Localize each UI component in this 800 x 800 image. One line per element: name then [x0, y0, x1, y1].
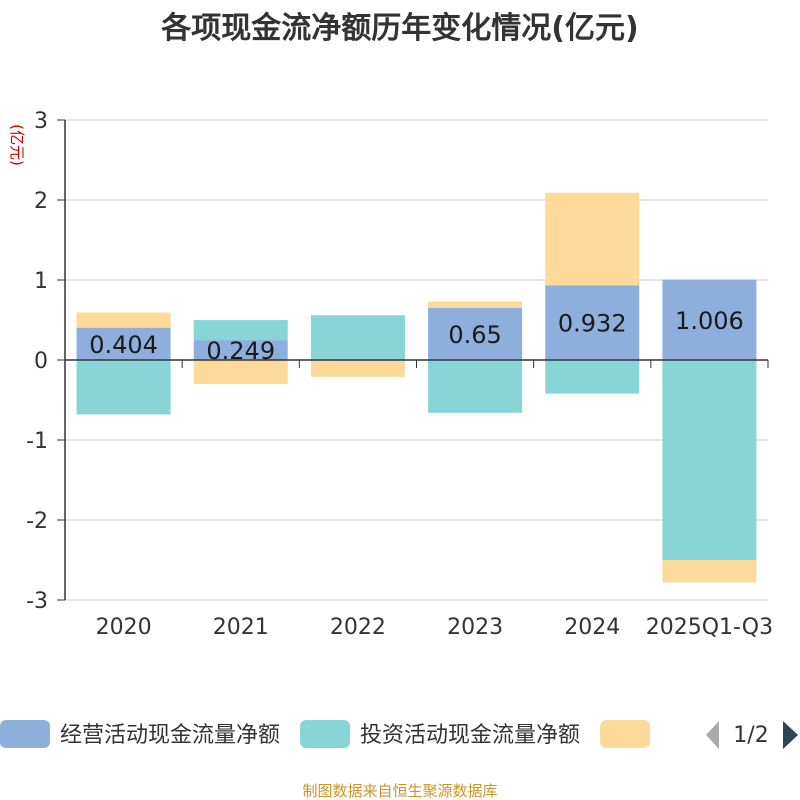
- x-tick-label: 2020: [96, 615, 152, 640]
- bar-series-1-2025Q1-Q3: [662, 279, 757, 360]
- y-tick-label: 0: [34, 349, 48, 374]
- bar-series-2-2023: [428, 360, 523, 413]
- bar-series-2-2020: [76, 360, 171, 415]
- data-label: 0.249: [206, 337, 275, 365]
- legend: 经营活动现金流量净额 投资活动现金流量净额 1/2: [0, 720, 798, 749]
- data-labels: 0.404 0.249 0.65 0.932 1.006: [89, 307, 744, 365]
- legend-page-indicator: 1/2: [733, 723, 768, 748]
- y-tick-label: 2: [34, 189, 48, 214]
- legend-swatch-2[interactable]: [300, 720, 351, 748]
- bars: [76, 192, 757, 583]
- bar-series-3-2024: [545, 192, 640, 286]
- bar-series-2-2024: [545, 360, 640, 394]
- data-label: 0.404: [89, 331, 158, 359]
- bar-series-1-2020: [76, 327, 171, 360]
- source-note: 制图数据来自恒生聚源数据库: [302, 782, 497, 800]
- legend-swatch-1[interactable]: [0, 720, 50, 748]
- legend-label-2[interactable]: 投资活动现金流量净额: [360, 723, 580, 748]
- legend-next-icon[interactable]: [783, 721, 798, 749]
- bar-series-2-2021: [193, 320, 288, 341]
- x-tick-label: 2022: [330, 615, 386, 640]
- bar-series-3-2025Q1-Q3: [662, 560, 757, 583]
- y-axis-label: (亿元): [8, 124, 26, 166]
- y-tick-label: 3: [34, 109, 48, 134]
- data-label: 1.006: [675, 307, 744, 335]
- bar-series-3-2022: [310, 360, 405, 377]
- x-tick-label: 2024: [564, 615, 620, 640]
- x-tick-label: 2021: [213, 615, 269, 640]
- y-tick-label: -3: [26, 589, 48, 614]
- y-tick-label: 1: [34, 269, 48, 294]
- legend-label-1[interactable]: 经营活动现金流量净额: [60, 723, 280, 748]
- bar-series-1-2021: [193, 340, 288, 360]
- legend-swatch-3[interactable]: [600, 720, 651, 748]
- data-label: 0.65: [448, 321, 501, 349]
- legend-prev-icon[interactable]: [706, 721, 719, 749]
- bar-series-1-2023: [428, 308, 523, 360]
- y-tick-label: -2: [26, 509, 48, 534]
- y-tick-label: -1: [26, 429, 48, 454]
- bar-series-3-2023: [428, 301, 523, 308]
- bar-series-2-2022: [310, 315, 405, 360]
- bar-series-2-2025Q1-Q3: [662, 360, 757, 560]
- data-label: 0.932: [558, 310, 627, 338]
- x-tick-label: 2025Q1-Q3: [646, 615, 773, 640]
- grid-lines: [65, 119, 768, 601]
- axes: 3 2 1 0 -1 -2 -3 2020 2021 2022 2023 2024 2025Q1-Q3: [26, 109, 773, 640]
- bar-series-3-2021: [193, 360, 288, 384]
- bar-series-3-2020: [76, 312, 171, 328]
- chart-title: 各项现金流净额历年变化情况(亿元): [160, 11, 638, 46]
- x-tick-label: 2023: [447, 615, 503, 640]
- bar-series-1-2024: [545, 285, 640, 360]
